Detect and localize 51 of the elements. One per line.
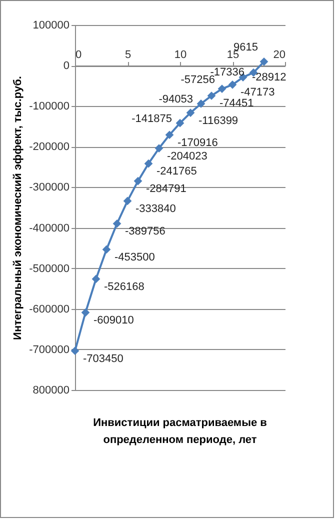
point	[228, 80, 237, 89]
data-label: -453500	[114, 251, 155, 264]
data-label: -284791	[146, 183, 186, 196]
y-tick-label: -600000	[29, 303, 70, 316]
point	[196, 100, 206, 108]
data-label: -703450	[83, 352, 124, 365]
point	[70, 346, 80, 356]
y-axis-title: Интегральный экономический эффект, тыс.руб.	[12, 76, 24, 340]
point	[144, 159, 153, 168]
y-tick-label: 800000	[32, 384, 70, 396]
point	[92, 274, 100, 284]
point	[218, 84, 226, 93]
data-label: -47173	[240, 86, 275, 99]
y-tick-label: -400000	[29, 222, 70, 234]
data-label: -170916	[178, 136, 218, 149]
x-tick-label: 20	[273, 49, 286, 62]
point	[165, 130, 174, 140]
data-label: -241765	[156, 166, 197, 178]
y-tick-label: 0	[63, 60, 70, 72]
data-label: -116399	[198, 114, 238, 127]
y-tick-label: -200000	[29, 141, 70, 154]
point	[134, 176, 142, 186]
x-tick-label: 0	[76, 49, 82, 62]
data-label: -28912	[252, 71, 286, 84]
data-label: -389756	[125, 226, 166, 238]
y-tick-label: -100000	[29, 100, 70, 113]
y-tick-label: -500000	[29, 262, 70, 275]
point	[154, 144, 164, 152]
point	[176, 118, 184, 128]
data-label: -609010	[94, 314, 134, 327]
data-label: -526168	[104, 280, 144, 293]
point	[260, 57, 268, 66]
data-label: -74451	[220, 98, 254, 110]
point	[112, 219, 122, 228]
point	[186, 108, 195, 117]
data-label: -204023	[167, 150, 208, 162]
point	[102, 245, 111, 254]
x-tick-label: 5	[124, 49, 132, 62]
point	[207, 92, 216, 100]
x-axis-title: Инвистиции расматриваемые в определенном периоде, лет	[93, 417, 268, 446]
data-label: -94053	[158, 94, 193, 106]
data-label: -141875	[132, 113, 172, 126]
x-tick-label: 15	[226, 49, 240, 62]
point	[123, 196, 132, 206]
y-tick-label: 100000	[32, 20, 70, 32]
data-label: -57256	[180, 74, 215, 86]
y-tick-label: -300000	[29, 182, 70, 194]
y-tick-label: -700000	[29, 344, 70, 356]
x-tick-label: 10	[174, 49, 187, 62]
point	[81, 308, 90, 317]
data-label: -333840	[136, 202, 176, 215]
